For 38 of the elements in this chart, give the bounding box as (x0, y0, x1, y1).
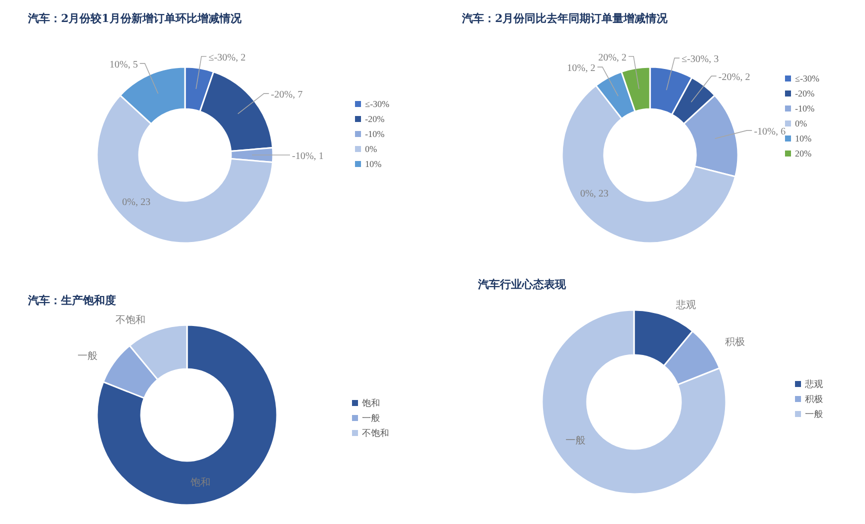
legend-label: -20% (795, 88, 815, 98)
data-label: 20%, 2 (598, 52, 627, 64)
legend-label: -10% (365, 129, 385, 139)
legend-label: -10% (795, 104, 815, 114)
slice-label: 饱和 (189, 476, 210, 489)
data-label: -20%, 2 (718, 72, 750, 84)
data-label: 10%, 5 (109, 59, 138, 70)
data-label: 10%, 2 (567, 63, 596, 74)
data-label: ≤-30%, 3 (682, 54, 719, 66)
slice-label: 一般 (566, 436, 586, 447)
chart-title: 汽车：生产饱和度 (27, 294, 116, 307)
legend-label: 10% (795, 134, 812, 144)
legend-label: ≤-30% (365, 99, 390, 109)
legend-label: 一般 (362, 413, 380, 423)
legend-label: ≤-30% (795, 74, 820, 84)
chart-title: 汽车：2月份同比去年同期订单量增减情况 (461, 12, 669, 25)
data-label: 0%, 23 (580, 188, 609, 200)
legend-label: 0% (365, 144, 378, 154)
data-label: -20%, 7 (270, 90, 303, 101)
legend-label: -20% (365, 114, 385, 124)
legend-label: 饱和 (361, 398, 380, 408)
data-label: -10%, 1 (292, 151, 324, 162)
chart-title: 汽车行业心态表现 (477, 278, 567, 291)
slice-label: 不饱和 (115, 314, 146, 326)
data-label: -10%, 6 (754, 126, 786, 138)
legend-label: 一般 (805, 409, 823, 419)
legend-label: 悲观 (804, 379, 823, 389)
legend-label: 积极 (805, 394, 823, 404)
data-label: 0%, 23 (122, 197, 150, 208)
legend-label: 不饱和 (362, 428, 389, 438)
legend-label: 20% (795, 148, 812, 158)
slice-label: 积极 (725, 336, 746, 348)
data-label: ≤-30%, 2 (208, 52, 246, 64)
legend-label: 10% (365, 159, 382, 169)
slice-label: 一般 (77, 351, 98, 362)
slice-label: 悲观 (675, 299, 696, 312)
chart-title: 汽车：2月份较1月份新增订单环比增减情况 (27, 12, 242, 25)
legend-label: 0% (795, 118, 808, 128)
